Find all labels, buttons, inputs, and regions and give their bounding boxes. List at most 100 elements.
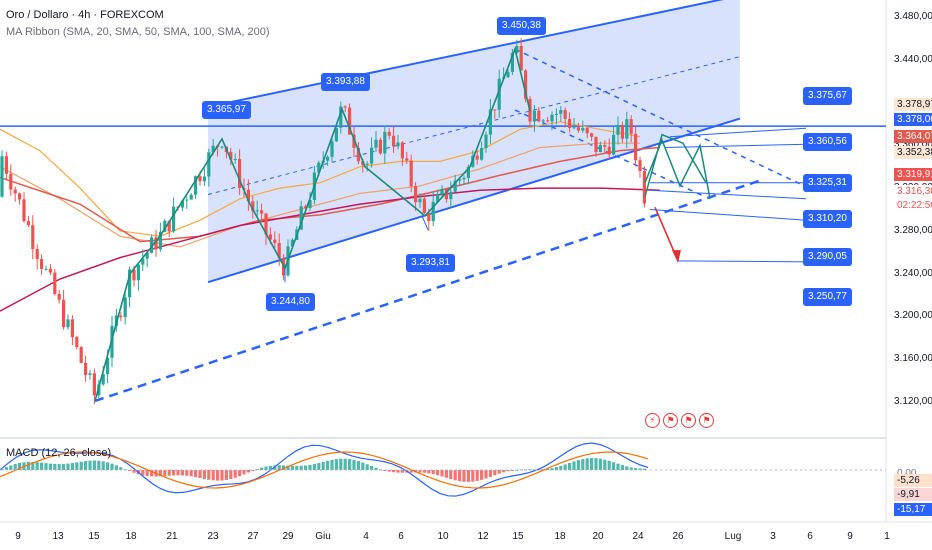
candle-body <box>317 162 321 173</box>
ma50-line <box>0 142 640 248</box>
swing-price-label[interactable]: 3.393,88 <box>321 73 370 91</box>
flag-icon[interactable]: ⚑ <box>663 413 678 428</box>
macd-histogram-bar <box>70 463 74 470</box>
macd-histogram-bar <box>282 465 286 470</box>
macd-histogram-bar <box>572 461 576 470</box>
macd-value-tag: -5,26 <box>894 474 932 487</box>
ma-ribbon-legend[interactable]: MA Ribbon (SMA, 20, SMA, 50, SMA, 100, S… <box>6 26 270 38</box>
macd-histogram-bar <box>638 468 642 470</box>
time-tick-label: 9 <box>847 531 853 542</box>
target-price-label[interactable]: 3.360,56 <box>803 133 852 151</box>
candle-body <box>462 177 466 180</box>
price-tag: 3.316,30 <box>894 185 932 198</box>
candle-body <box>568 118 572 128</box>
macd-histogram-bar <box>568 462 572 470</box>
candle-body <box>0 156 4 197</box>
descending-upper-dashed <box>514 48 801 185</box>
price-tick-label: 3.160,00 <box>894 353 932 365</box>
macd-histogram-bar <box>488 470 492 477</box>
macd-histogram-bar <box>163 470 167 477</box>
macd-histogram-bar <box>396 470 400 473</box>
target-price-label[interactable]: 3.290,05 <box>803 248 852 266</box>
candle-body <box>75 337 79 348</box>
macd-histogram-bar <box>563 464 567 470</box>
macd-histogram-bar <box>4 467 8 470</box>
swing-price-label[interactable]: 3.450,38 <box>497 17 546 35</box>
candle-body <box>260 210 264 214</box>
macd-histogram-bar <box>374 467 378 470</box>
macd-histogram-bar <box>334 459 338 470</box>
macd-histogram-bar <box>304 465 308 470</box>
candle-body <box>264 213 268 235</box>
target-price-label[interactable]: 3.325,31 <box>803 174 852 192</box>
macd-histogram-bar <box>317 463 321 470</box>
macd-histogram-bar <box>251 470 255 471</box>
candle-body <box>238 158 242 189</box>
macd-histogram-bar <box>198 470 202 479</box>
symbol-legend[interactable]: Oro / Dollaro · 4h · FOREXCOM <box>6 9 164 21</box>
macd-histogram-bar <box>277 465 281 470</box>
macd-histogram-bar <box>88 460 92 470</box>
candle-body <box>70 319 74 338</box>
time-tick-label: 4 <box>363 531 369 542</box>
macd-histogram-bar <box>629 467 633 470</box>
candle-body <box>506 71 510 78</box>
candle-body <box>370 147 374 164</box>
macd-histogram-bar <box>370 466 374 470</box>
candle-body <box>616 124 620 135</box>
candle-body <box>440 188 444 195</box>
candle-body <box>84 362 88 375</box>
ma200-line <box>0 187 661 312</box>
candle-body <box>449 191 453 200</box>
swing-price-label[interactable]: 3.365,97 <box>202 101 251 119</box>
macd-histogram-bar <box>216 470 220 481</box>
time-tick-label: 24 <box>632 531 644 542</box>
candle-body <box>418 198 422 203</box>
candle-body <box>145 252 149 259</box>
macd-value-tag: -15,17 <box>894 503 932 516</box>
macd-histogram-bar <box>106 462 110 470</box>
macd-histogram-bar <box>506 470 510 472</box>
target-price-label[interactable]: 3.375,67 <box>803 87 852 105</box>
ma100-line <box>0 146 661 243</box>
target-price-label[interactable]: 3.250,77 <box>803 288 852 306</box>
candle-body <box>343 106 347 108</box>
candle-body <box>141 258 145 265</box>
swing-price-label[interactable]: 3.244,80 <box>266 293 315 311</box>
macd-histogram-bar <box>66 463 70 470</box>
target-price-label[interactable]: 3.310,20 <box>803 210 852 228</box>
flag-icon[interactable]: ⚑ <box>681 413 696 428</box>
macd-histogram-bar <box>211 470 215 481</box>
macd-histogram-bar <box>13 464 17 470</box>
candle-body <box>123 297 127 318</box>
time-tick-label: 10 <box>437 531 449 542</box>
candle-body <box>444 188 448 200</box>
lightning-icon[interactable]: ⚡ <box>645 413 660 428</box>
macd-histogram-bar <box>260 467 264 470</box>
candle-body <box>488 109 492 135</box>
macd-histogram-bar <box>444 470 448 478</box>
candle-body <box>524 70 528 99</box>
candle-body <box>625 119 629 139</box>
macd-histogram-bar <box>114 465 118 470</box>
price-tag: 3.352,38 <box>894 146 932 159</box>
flag-icon[interactable]: ⚑ <box>699 413 714 428</box>
candle-body <box>405 158 409 161</box>
candle-body <box>378 139 382 154</box>
macd-line <box>0 442 649 497</box>
time-tick-label: 29 <box>282 531 294 542</box>
candle-body <box>638 160 642 172</box>
macd-histogram-bar <box>167 470 171 476</box>
candle-body <box>66 319 70 328</box>
macd-histogram-bar <box>431 470 435 475</box>
price-tag: 3.364,07 <box>894 130 932 143</box>
time-tick-label: 18 <box>554 531 566 542</box>
macd-legend[interactable]: MACD (12, 26, close) <box>6 447 112 459</box>
macd-histogram-bar <box>207 470 211 480</box>
candle-body <box>40 259 44 269</box>
swing-price-label[interactable]: 3.293,81 <box>406 254 455 272</box>
macd-histogram-bar <box>449 470 453 480</box>
candle-body <box>62 299 66 328</box>
candle-body <box>119 315 123 318</box>
